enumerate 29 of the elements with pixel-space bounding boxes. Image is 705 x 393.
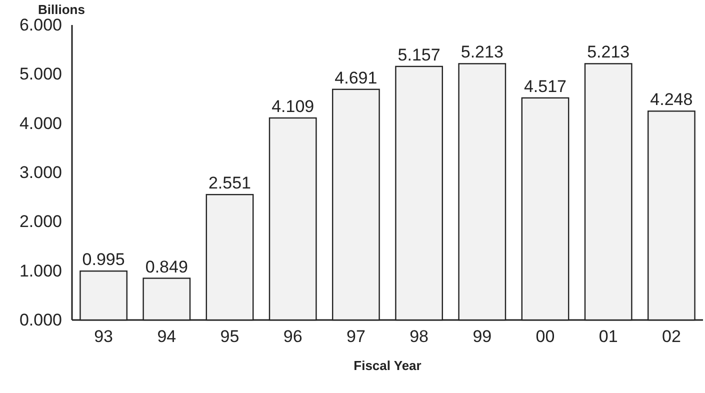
- data-label: 4.248: [650, 90, 693, 110]
- data-label: 4.691: [334, 68, 378, 88]
- x-tick-label: 01: [598, 327, 618, 346]
- x-axis-title: Fiscal Year: [354, 358, 422, 373]
- y-tick-label: 5.000: [19, 64, 62, 84]
- data-label: 0.849: [145, 257, 188, 276]
- x-tick-label: 02: [662, 327, 681, 346]
- x-tick-label: 99: [472, 327, 492, 346]
- y-tick-label: 6.000: [19, 15, 62, 34]
- x-tick-label: 95: [220, 327, 240, 346]
- y-tick-label: 2.000: [19, 212, 62, 232]
- data-label: 4.109: [272, 96, 314, 116]
- data-label: 5.213: [460, 42, 504, 62]
- x-tick-label: 94: [157, 327, 176, 346]
- x-tick-label: 93: [94, 327, 114, 346]
- data-label: 0.995: [82, 250, 125, 270]
- x-tick-label: 98: [410, 327, 429, 346]
- y-tick-label: 1.000: [19, 261, 62, 280]
- data-label: 4.517: [524, 76, 567, 96]
- y-axis-title: Billions: [38, 2, 85, 17]
- x-tick-label: 00: [536, 327, 555, 346]
- y-tick-label: 3.000: [19, 162, 62, 182]
- data-label: 5.157: [398, 45, 440, 64]
- y-tick-label: 4.000: [19, 114, 62, 133]
- x-tick-label: 96: [283, 327, 302, 346]
- data-label: 2.551: [208, 174, 252, 193]
- data-label: 5.213: [587, 42, 630, 62]
- y-tick-label: 0.000: [19, 310, 62, 330]
- x-tick-label: 97: [346, 327, 366, 346]
